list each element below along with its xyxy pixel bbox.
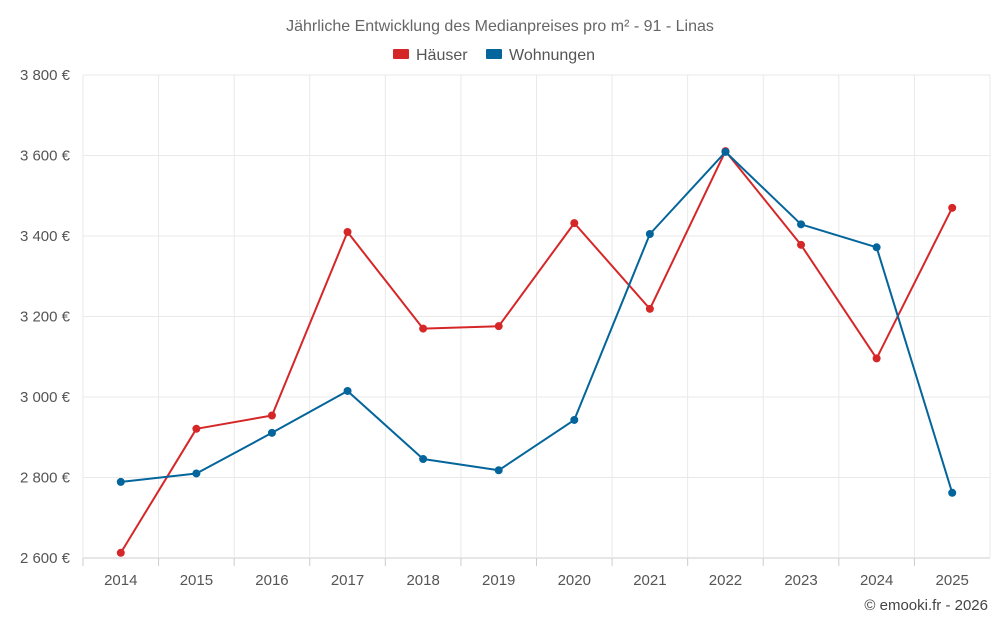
x-axis-ticks: 2014 2015 2016 2017 2018 2019 2020 2021 2022 2023… (82, 558, 969, 589)
data-point-haeuser[interactable] (419, 324, 428, 333)
data-point-wohnungen[interactable] (343, 386, 352, 395)
data-point-wohnungen[interactable] (872, 243, 881, 252)
data-point-haeuser[interactable] (343, 227, 352, 236)
series-group (116, 147, 957, 557)
series-line-wohnungen (120, 150, 954, 494)
legend: Häuser Wohnungen (393, 47, 595, 64)
data-point-haeuser[interactable] (797, 240, 806, 249)
y-axis-ticks: 2 600 € 2 800 € 3 000 € 3 200 € 3 400 € 3 600… (20, 67, 71, 567)
y-tick-label: 3 400 € (20, 228, 71, 245)
data-point-wohnungen[interactable] (192, 469, 201, 478)
data-point-wohnungen[interactable] (948, 488, 957, 497)
data-point-wohnungen[interactable] (419, 454, 428, 463)
x-tick-label: 2024 (860, 572, 893, 589)
data-point-wohnungen[interactable] (116, 477, 125, 486)
y-tick-label: 2 800 € (20, 470, 71, 487)
credit-text: © emooki.fr - 2026 (864, 597, 988, 614)
data-point-wohnungen[interactable] (570, 415, 579, 424)
data-point-wohnungen[interactable] (645, 229, 654, 238)
legend-label-haeuser[interactable]: Häuser (416, 47, 468, 64)
x-tick-label: 2016 (255, 572, 288, 589)
y-tick-label: 3 000 € (20, 389, 71, 406)
y-tick-label: 3 800 € (20, 67, 71, 84)
legend-label-wohnungen[interactable]: Wohnungen (509, 47, 595, 64)
x-tick-label: 2019 (482, 572, 515, 589)
data-point-wohnungen[interactable] (721, 147, 730, 156)
x-tick-label: 2023 (784, 572, 817, 589)
data-point-haeuser[interactable] (192, 424, 201, 433)
gridlines (82, 74, 991, 559)
data-point-haeuser[interactable] (872, 354, 881, 363)
x-tick-label: 2015 (180, 572, 213, 589)
data-point-wohnungen[interactable] (797, 220, 806, 229)
data-point-haeuser[interactable] (948, 203, 957, 212)
x-tick-label: 2025 (936, 572, 969, 589)
data-point-haeuser[interactable] (267, 411, 276, 420)
legend-swatch-wohnungen (486, 49, 502, 59)
y-tick-label: 3 600 € (20, 148, 71, 165)
x-tick-label: 2014 (104, 572, 137, 589)
y-tick-label: 3 200 € (20, 309, 71, 326)
y-tick-label: 2 600 € (20, 550, 71, 567)
x-tick-label: 2020 (558, 572, 591, 589)
data-point-haeuser[interactable] (116, 548, 125, 557)
series-line-haeuser (119, 150, 954, 554)
chart-title: Jährliche Entwicklung des Medianpreises … (286, 18, 714, 35)
data-point-haeuser[interactable] (494, 322, 503, 331)
data-point-haeuser[interactable] (645, 304, 654, 313)
x-tick-label: 2017 (331, 572, 364, 589)
legend-swatch-haeuser (393, 49, 409, 59)
data-point-haeuser[interactable] (570, 219, 579, 228)
data-point-wohnungen[interactable] (494, 466, 503, 475)
x-tick-label: 2022 (709, 572, 742, 589)
x-tick-label: 2021 (633, 572, 666, 589)
x-tick-label: 2018 (406, 572, 439, 589)
data-point-wohnungen[interactable] (267, 428, 276, 437)
